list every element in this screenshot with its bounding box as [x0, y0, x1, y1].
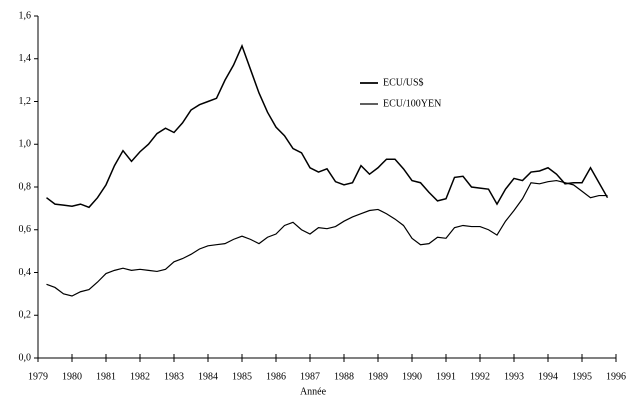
- y-tick-label: 1,0: [19, 139, 32, 150]
- x-tick-label: 1990: [402, 371, 422, 382]
- x-tick-label: 1985: [232, 371, 252, 382]
- x-tick-label: 1979: [28, 371, 48, 382]
- x-tick-label: 1995: [572, 371, 592, 382]
- x-tick-label: 1992: [470, 371, 490, 382]
- x-axis-label: Année: [300, 386, 327, 397]
- series-line: [46, 43, 609, 209]
- y-tick-label: 0,2: [19, 310, 32, 321]
- y-tick-label: 0,4: [19, 267, 32, 278]
- y-tick-label: 1,2: [19, 96, 32, 107]
- x-tick-label: 1989: [368, 371, 388, 382]
- x-tick-label: 1981: [96, 371, 116, 382]
- y-tick-label: 1,4: [19, 53, 32, 64]
- y-tick-label: 0,6: [19, 224, 32, 235]
- y-tick-label: 0,0: [19, 352, 32, 363]
- x-tick-label: 1986: [266, 371, 286, 382]
- y-tick-label: 1,6: [19, 10, 32, 21]
- series-line: [46, 179, 608, 297]
- x-tick-label: 1988: [334, 371, 354, 382]
- x-tick-label: 1994: [538, 371, 558, 382]
- x-tick-label: 1993: [504, 371, 524, 382]
- legend-label: ECU/100YEN: [383, 98, 441, 109]
- x-tick-label: 1983: [164, 371, 184, 382]
- y-tick-label: 0,8: [19, 181, 32, 192]
- x-tick-label: 1980: [62, 371, 82, 382]
- legend-label: ECU/US$: [383, 77, 424, 88]
- x-tick-label: 1984: [198, 371, 218, 382]
- x-tick-label: 1982: [130, 371, 150, 382]
- x-tick-label: 1987: [300, 371, 320, 382]
- x-tick-label: 1996: [606, 371, 626, 382]
- x-tick-label: 1991: [436, 371, 456, 382]
